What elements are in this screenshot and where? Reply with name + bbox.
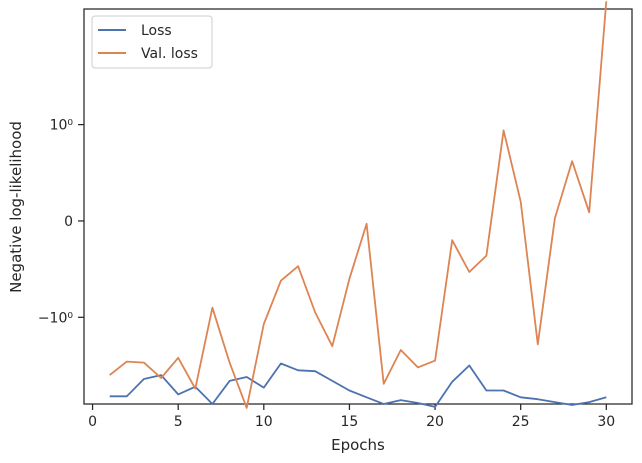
x-axis-ticks: 0 5 10 15 20 25 30: [88, 404, 615, 430]
y-tick-label: 10⁰: [50, 118, 74, 134]
series-line-loss: [109, 362, 607, 408]
series-lines: [109, 1, 608, 409]
x-axis-label: Epochs: [331, 436, 385, 454]
x-tick-label: 0: [88, 414, 97, 430]
x-tick-label: 10: [255, 414, 273, 430]
y-tick-label: −10⁰: [38, 310, 74, 326]
series-line-val-loss: [109, 1, 608, 409]
y-axis-ticks: −10⁰ 0 10⁰: [38, 118, 84, 326]
x-tick-label: 15: [341, 414, 359, 430]
plot-frame: [83, 8, 633, 405]
legend-entry: Loss: [141, 23, 172, 39]
y-axis-label: Negative log-likelihood: [7, 121, 25, 293]
x-tick-label: 30: [597, 414, 615, 430]
y-tick-label: 0: [64, 214, 73, 230]
legend: Loss Val. loss: [91, 15, 213, 69]
legend-entry: Val. loss: [141, 46, 198, 62]
x-tick-label: 20: [426, 414, 444, 430]
x-tick-label: 25: [512, 414, 530, 430]
x-tick-label: 5: [174, 414, 183, 430]
plot-area: 0 5 10 15 20 25 30 −10⁰ 0 10⁰: [38, 1, 633, 430]
